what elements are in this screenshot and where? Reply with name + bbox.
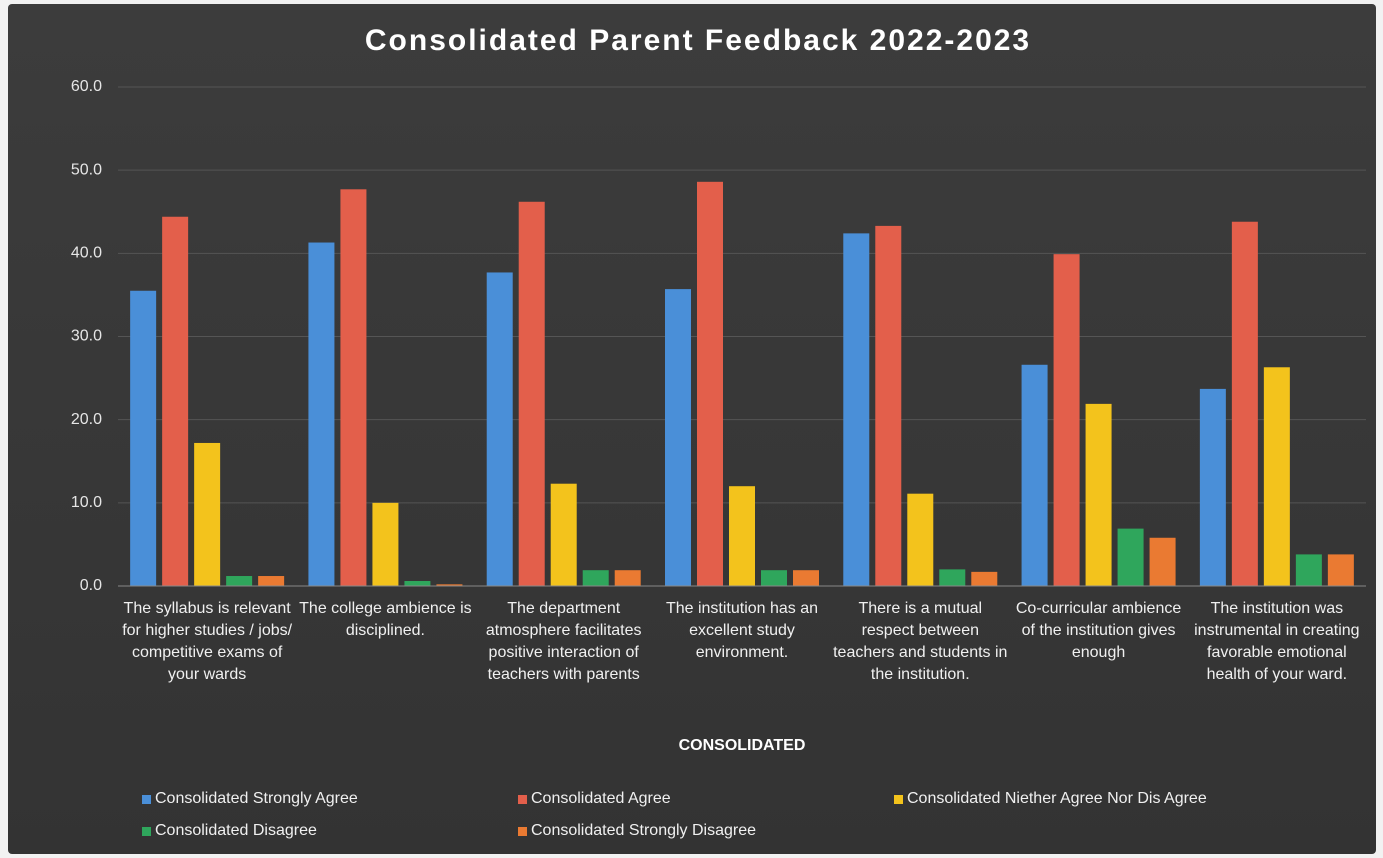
y-tick-label: 40.0 (71, 245, 102, 262)
y-tick-label: 30.0 (71, 328, 102, 345)
legend-swatch (518, 794, 527, 804)
bar (226, 576, 253, 586)
bar (1263, 367, 1290, 586)
legend-label: Consolidated Strongly Disagree (531, 822, 757, 839)
bar (340, 189, 367, 587)
bar (875, 225, 902, 586)
x-tick-label: The institution was instrumental in crea… (1194, 600, 1360, 683)
bar (1327, 554, 1354, 586)
bar (550, 483, 577, 586)
y-tick-label: 10.0 (71, 494, 102, 511)
x-tick-label: The college ambience is disciplined. (299, 600, 472, 639)
bar (1199, 388, 1226, 586)
x-tick-label: The institution has an excellent study e… (665, 600, 819, 661)
bar (907, 493, 934, 586)
x-tick-label: There is a mutual respect between teache… (833, 600, 1008, 683)
bar (665, 289, 691, 586)
legend-label: Consolidated Disagree (155, 822, 317, 839)
y-tick-label: 50.0 (71, 161, 102, 178)
bar (1053, 254, 1080, 587)
legend-swatch (518, 826, 527, 836)
x-axis-title: CONSOLIDATED (679, 737, 806, 754)
bar (793, 570, 819, 586)
bar (729, 486, 755, 586)
legend-swatch (894, 794, 903, 804)
y-tick-label: 0.0 (80, 577, 102, 594)
bar (162, 216, 189, 587)
bar (761, 570, 787, 586)
bar (1117, 528, 1144, 586)
bar (843, 233, 870, 586)
legend-label: Consolidated Agree (531, 790, 671, 807)
bar (258, 576, 285, 586)
bar (436, 584, 463, 586)
bar (1231, 221, 1258, 587)
x-tick-label: The department atmosphere facilitates po… (485, 600, 642, 683)
legend-label: Consolidated Strongly Agree (155, 790, 358, 807)
chart-title: Consolidated Parent Feedback 2022-2023 (365, 24, 1031, 57)
y-tick-label: 60.0 (71, 78, 102, 95)
bar (697, 181, 723, 586)
bar (1085, 403, 1112, 586)
legend-item: Consolidated Strongly Disagree (518, 822, 756, 840)
bar (194, 442, 221, 586)
chart-panel (8, 4, 1376, 854)
bar (939, 569, 966, 586)
bar (130, 290, 157, 586)
bar (308, 242, 335, 586)
x-tick-label: The syllabus is relevant for higher stud… (122, 600, 293, 683)
legend-item: Consolidated Agree (518, 790, 671, 808)
bar (971, 571, 998, 586)
bar (486, 272, 513, 586)
bar (614, 570, 641, 586)
y-tick-label: 20.0 (71, 411, 102, 428)
legend-label: Consolidated Niether Agree Nor Dis Agree (907, 790, 1207, 807)
bar (372, 502, 399, 586)
legend-item: Consolidated Disagree (142, 822, 317, 840)
legend-swatch (142, 794, 151, 804)
bar (518, 201, 545, 586)
legend-item: Consolidated Niether Agree Nor Dis Agree (894, 790, 1207, 808)
legend-item: Consolidated Strongly Agree (142, 790, 358, 808)
bar (404, 581, 431, 586)
bar (1021, 364, 1048, 586)
bar (1149, 537, 1176, 586)
legend-swatch (142, 826, 151, 836)
bar (582, 570, 609, 586)
bar (1295, 554, 1322, 586)
x-tick-label: Co-curricular ambience of the institutio… (1015, 600, 1182, 661)
